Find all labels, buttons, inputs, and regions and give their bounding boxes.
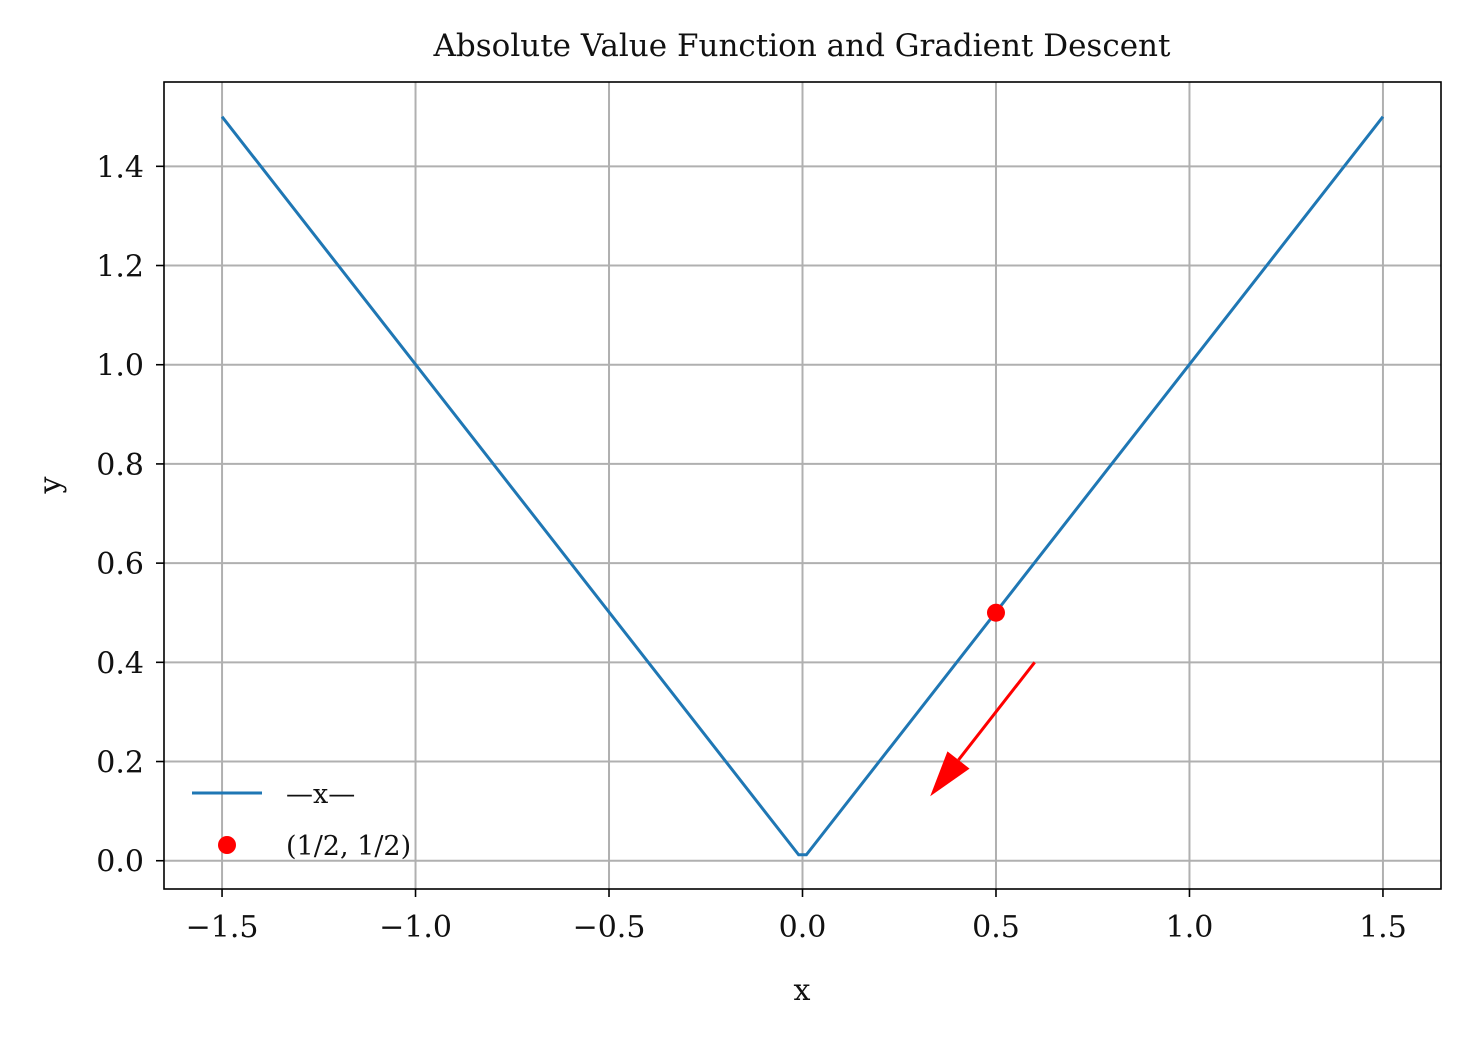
legend: —x— (1/2, 1/2) xyxy=(192,779,411,862)
legend-label-point: (1/2, 1/2) xyxy=(286,831,411,862)
x-tick-label: 1.5 xyxy=(1359,910,1407,945)
y-tick-label: 0.6 xyxy=(96,547,144,582)
y-tick-label: 0.4 xyxy=(96,646,144,681)
y-tick-label: 0.8 xyxy=(96,448,144,483)
legend-marker-swatch xyxy=(218,836,236,854)
y-tick-label: 1.0 xyxy=(96,349,144,384)
y-axis-ticks: 0.0 0.2 0.4 0.6 0.8 1.0 1.2 1.4 xyxy=(96,150,164,880)
point-marker xyxy=(986,603,1005,622)
x-tick-label: 1.0 xyxy=(1166,910,1214,945)
x-tick-label: 0.5 xyxy=(972,910,1020,945)
arrow-shaft xyxy=(957,661,1036,761)
x-axis-label: x xyxy=(794,973,811,1008)
y-axis-label: y xyxy=(33,476,68,494)
y-tick-label: 0.0 xyxy=(96,845,144,880)
abs-function-line xyxy=(220,115,1385,857)
y-tick-label: 1.4 xyxy=(96,150,144,185)
y-tick-label: 1.2 xyxy=(96,250,144,285)
arrow-head xyxy=(930,751,970,797)
plot-area xyxy=(220,115,1385,857)
legend-label-line: —x— xyxy=(286,779,355,810)
y-tick-label: 0.2 xyxy=(96,746,144,781)
x-tick-label: −1.0 xyxy=(379,910,452,945)
gradient-arrow xyxy=(930,661,1036,797)
x-axis-ticks: −1.5 −1.0 −0.5 0.0 0.5 1.0 1.5 xyxy=(186,889,1407,945)
grid xyxy=(164,82,1441,889)
chart-title: Absolute Value Function and Gradient Des… xyxy=(433,28,1171,64)
x-tick-label: −0.5 xyxy=(573,910,646,945)
x-tick-label: 0.0 xyxy=(779,910,827,945)
x-tick-label: −1.5 xyxy=(186,910,259,945)
